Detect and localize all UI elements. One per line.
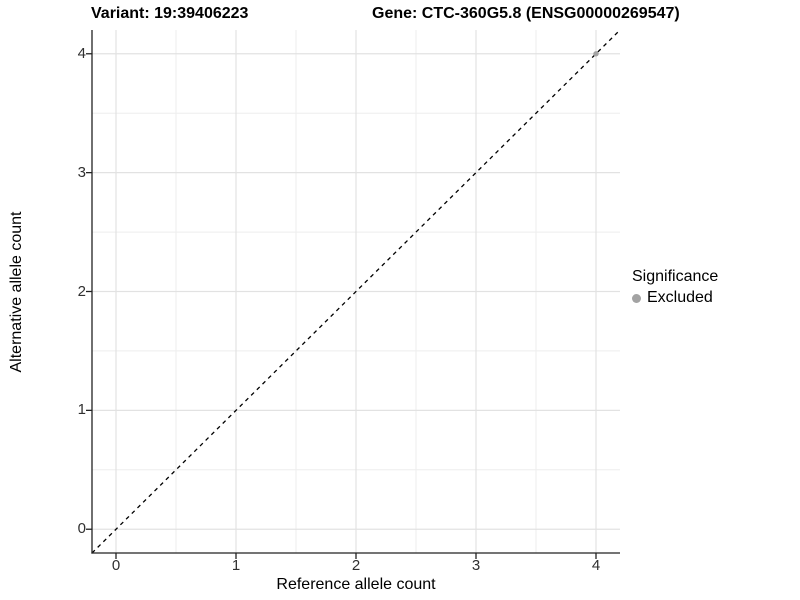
plot-title-gene: Gene: CTC-360G5.8 (ENSG00000269547) <box>372 5 680 22</box>
y-tick-label: 0 <box>77 520 86 538</box>
x-tick-label: 0 <box>111 557 121 574</box>
legend: Significance Excluded <box>632 267 718 307</box>
legend-item-excluded: Excluded <box>632 289 718 307</box>
y-tick-label: 2 <box>77 282 86 300</box>
x-tick-label: 4 <box>591 557 601 574</box>
y-tick-label: 1 <box>77 401 86 419</box>
x-axis-title: Reference allele count <box>276 576 436 593</box>
y-axis-title: Alternative allele count <box>8 211 25 373</box>
identity-line <box>91 29 621 554</box>
x-tick-label: 2 <box>351 557 361 574</box>
data-point-excluded <box>593 51 599 57</box>
legend-item-label: Excluded <box>647 289 713 306</box>
x-tick-label: 1 <box>231 557 241 574</box>
legend-title: Significance <box>632 268 719 285</box>
plot-title-variant: Variant: 19:39406223 <box>91 5 249 22</box>
y-tick-label: 3 <box>77 163 86 181</box>
legend-key-dot-icon <box>632 293 641 303</box>
y-tick-label: 4 <box>77 44 86 62</box>
x-tick-label: 3 <box>471 557 481 574</box>
